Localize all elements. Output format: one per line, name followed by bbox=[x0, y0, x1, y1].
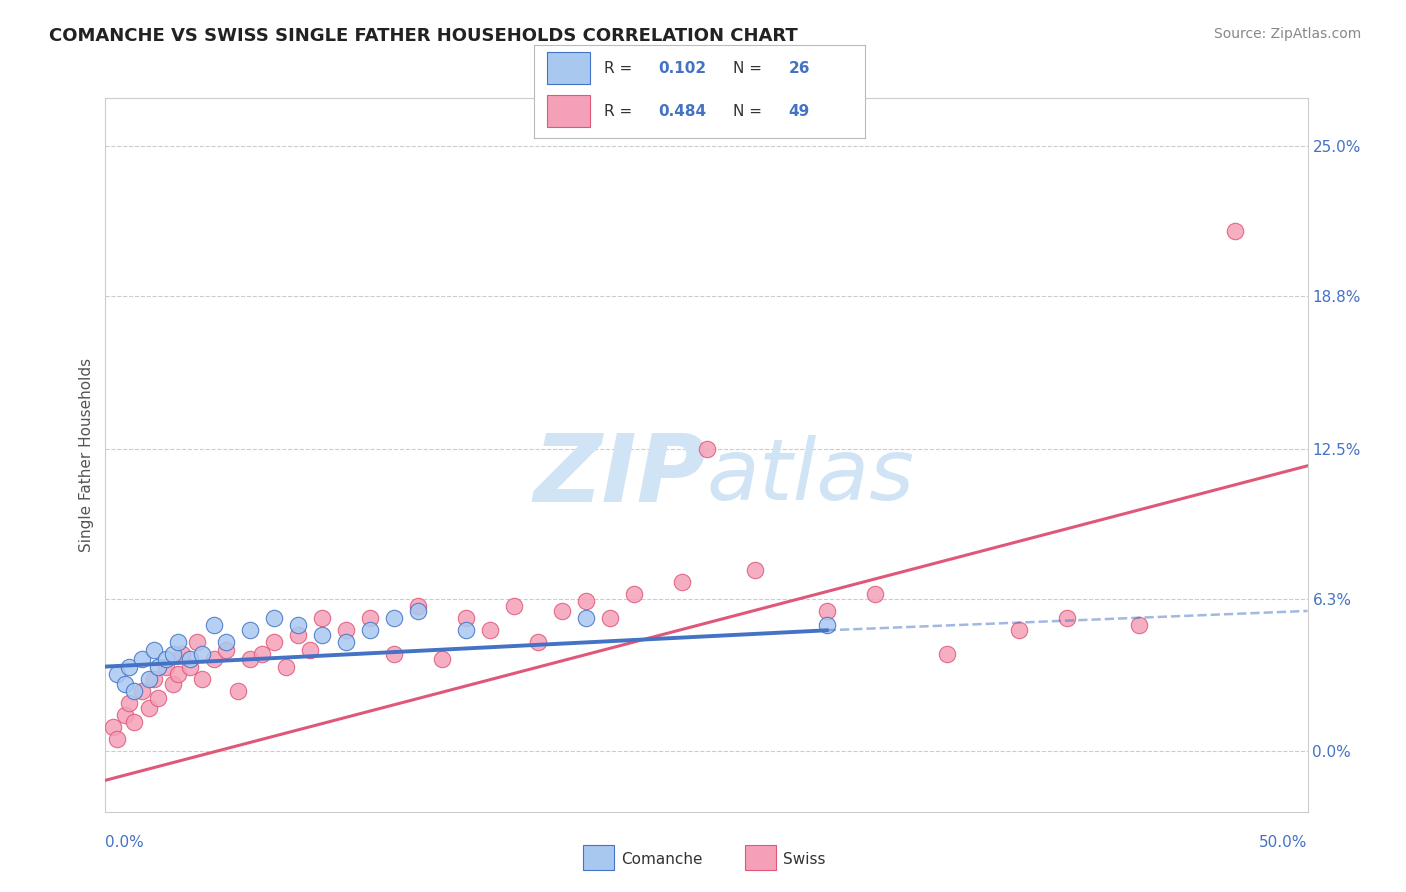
Point bbox=[1056, 611, 1078, 625]
Point bbox=[287, 628, 309, 642]
Point bbox=[382, 648, 405, 662]
Point bbox=[671, 574, 693, 589]
Bar bbox=[547, 95, 591, 127]
Point bbox=[527, 635, 550, 649]
Point bbox=[335, 635, 357, 649]
Point bbox=[114, 708, 136, 723]
Point bbox=[155, 652, 177, 666]
Text: 49: 49 bbox=[789, 103, 810, 119]
Point bbox=[936, 648, 959, 662]
Point bbox=[863, 587, 886, 601]
Point bbox=[166, 635, 188, 649]
Point bbox=[599, 611, 621, 625]
Point bbox=[551, 604, 574, 618]
Y-axis label: Single Father Households: Single Father Households bbox=[79, 358, 94, 552]
Point bbox=[202, 652, 225, 666]
Text: ZIP: ZIP bbox=[534, 430, 707, 523]
Point bbox=[311, 611, 333, 625]
Point bbox=[162, 648, 184, 662]
Point bbox=[124, 683, 146, 698]
Point bbox=[107, 732, 129, 747]
Point bbox=[239, 624, 262, 638]
Point bbox=[696, 442, 718, 456]
Point bbox=[335, 624, 357, 638]
Text: 50.0%: 50.0% bbox=[1260, 836, 1308, 850]
Point bbox=[166, 666, 188, 681]
Point bbox=[430, 652, 453, 666]
Point bbox=[190, 672, 212, 686]
Text: Swiss: Swiss bbox=[783, 853, 825, 867]
Point bbox=[359, 611, 381, 625]
Point bbox=[179, 652, 201, 666]
Text: Comanche: Comanche bbox=[621, 853, 703, 867]
Point bbox=[172, 648, 194, 662]
Point bbox=[406, 604, 429, 618]
Point bbox=[623, 587, 645, 601]
Point bbox=[202, 618, 225, 632]
Point bbox=[815, 618, 838, 632]
Text: R =: R = bbox=[603, 61, 637, 76]
Point bbox=[138, 672, 160, 686]
Text: R =: R = bbox=[603, 103, 637, 119]
Point bbox=[214, 642, 236, 657]
Point bbox=[263, 611, 285, 625]
Point bbox=[131, 683, 153, 698]
Point bbox=[575, 594, 598, 608]
Point bbox=[138, 700, 160, 714]
Point bbox=[503, 599, 526, 613]
Point bbox=[107, 666, 129, 681]
Text: N =: N = bbox=[733, 61, 766, 76]
Point bbox=[298, 642, 321, 657]
Point bbox=[226, 683, 249, 698]
Point bbox=[179, 659, 201, 673]
Point bbox=[114, 676, 136, 690]
Point bbox=[1225, 224, 1247, 238]
Text: 0.484: 0.484 bbox=[658, 103, 706, 119]
Point bbox=[118, 659, 141, 673]
Text: COMANCHE VS SWISS SINGLE FATHER HOUSEHOLDS CORRELATION CHART: COMANCHE VS SWISS SINGLE FATHER HOUSEHOL… bbox=[49, 27, 799, 45]
Point bbox=[148, 659, 170, 673]
Text: N =: N = bbox=[733, 103, 766, 119]
Point bbox=[142, 642, 165, 657]
Point bbox=[101, 720, 124, 734]
Point bbox=[311, 628, 333, 642]
Point bbox=[274, 659, 297, 673]
Point bbox=[815, 604, 838, 618]
Point bbox=[250, 648, 273, 662]
Point bbox=[155, 659, 177, 673]
Point bbox=[454, 624, 477, 638]
Point bbox=[186, 635, 208, 649]
Point bbox=[1128, 618, 1150, 632]
Point bbox=[124, 715, 146, 730]
Point bbox=[744, 563, 766, 577]
Point bbox=[406, 599, 429, 613]
Text: 26: 26 bbox=[789, 61, 810, 76]
Text: 0.0%: 0.0% bbox=[105, 836, 145, 850]
Point bbox=[190, 648, 212, 662]
Point bbox=[142, 672, 165, 686]
Point bbox=[263, 635, 285, 649]
Point bbox=[287, 618, 309, 632]
Point bbox=[118, 696, 141, 710]
Point bbox=[239, 652, 262, 666]
Point bbox=[359, 624, 381, 638]
Point bbox=[382, 611, 405, 625]
Point bbox=[148, 691, 170, 706]
Text: Source: ZipAtlas.com: Source: ZipAtlas.com bbox=[1213, 27, 1361, 41]
Text: atlas: atlas bbox=[707, 434, 914, 518]
Point bbox=[575, 611, 598, 625]
Point bbox=[131, 652, 153, 666]
Point bbox=[214, 635, 236, 649]
Point bbox=[479, 624, 502, 638]
Text: 0.102: 0.102 bbox=[658, 61, 706, 76]
Point bbox=[454, 611, 477, 625]
Bar bbox=[547, 52, 591, 84]
Point bbox=[1008, 624, 1031, 638]
Point bbox=[162, 676, 184, 690]
